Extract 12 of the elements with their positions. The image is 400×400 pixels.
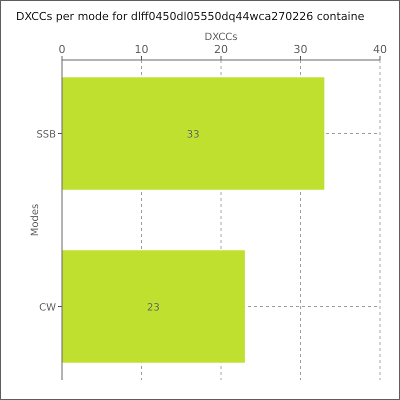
y-axis-title: Modes	[30, 204, 41, 236]
x-tick-label: 40	[373, 43, 387, 56]
x-tick-label: 20	[214, 43, 228, 56]
y-tick-label: CW	[39, 302, 56, 314]
y-tick-label: SSB	[36, 130, 56, 141]
x-tick-label: 30	[294, 43, 308, 56]
x-tick-label: 0	[58, 43, 66, 56]
data-label: 33	[186, 130, 200, 141]
data-label: 23	[147, 302, 160, 314]
x-axis-title: DXCCs	[204, 32, 238, 43]
chart-title: DXCCs per mode for dlff0450dl05550dq44wca270226 containe	[16, 10, 365, 23]
x-tick-label: 10	[134, 43, 148, 56]
